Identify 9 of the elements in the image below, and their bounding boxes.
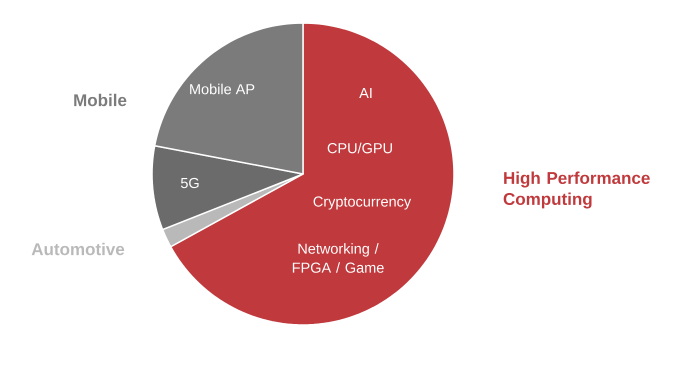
- slice-label: High Performance Computing: [504, 172, 650, 208]
- text: CPU/GPU: [328, 142, 392, 154]
- slice-label: Automotive: [32, 242, 124, 256]
- slice-label: Mobile AP: [190, 84, 254, 94]
- text: Mobile: [74, 94, 126, 106]
- text: Cryptocurrency: [314, 196, 412, 210]
- text: Networking / FPGA / Game: [292, 243, 384, 273]
- text: AI: [359, 88, 372, 98]
- slice-label: 5G: [180, 178, 199, 188]
